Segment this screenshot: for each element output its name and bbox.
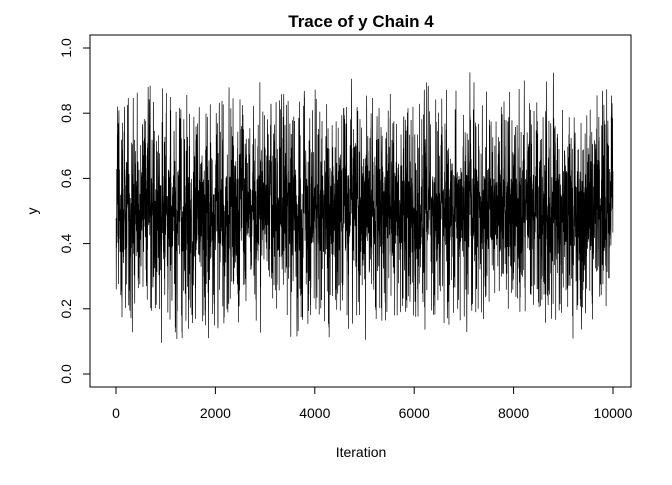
- y-tick-label: 0.8: [58, 103, 74, 123]
- y-tick-label: 0.6: [58, 168, 74, 188]
- x-tick-label: 8000: [498, 405, 529, 421]
- x-tick-label: 10000: [594, 405, 633, 421]
- y-tick-label: 1.0: [58, 38, 74, 58]
- trace-series: [115, 72, 614, 343]
- x-tick-label: 0: [112, 405, 120, 421]
- y-tick-label: 0.2: [58, 299, 74, 319]
- y-tick-label: 0.0: [58, 364, 74, 384]
- y-axis-label: y: [24, 208, 40, 215]
- x-tick-label: 4000: [299, 405, 330, 421]
- x-tick-label: 2000: [200, 405, 231, 421]
- trace-line: [115, 72, 614, 343]
- x-axis: 0 2000 4000 6000 8000 10000: [112, 386, 633, 421]
- y-axis: 0.0 0.2 0.4 0.6 0.8 1.0: [58, 38, 91, 384]
- x-tick-label: 6000: [399, 405, 430, 421]
- x-axis-label: Iteration: [336, 444, 387, 460]
- y-tick-label: 0.4: [58, 234, 74, 254]
- chart-title: Trace of y Chain 4: [288, 12, 434, 31]
